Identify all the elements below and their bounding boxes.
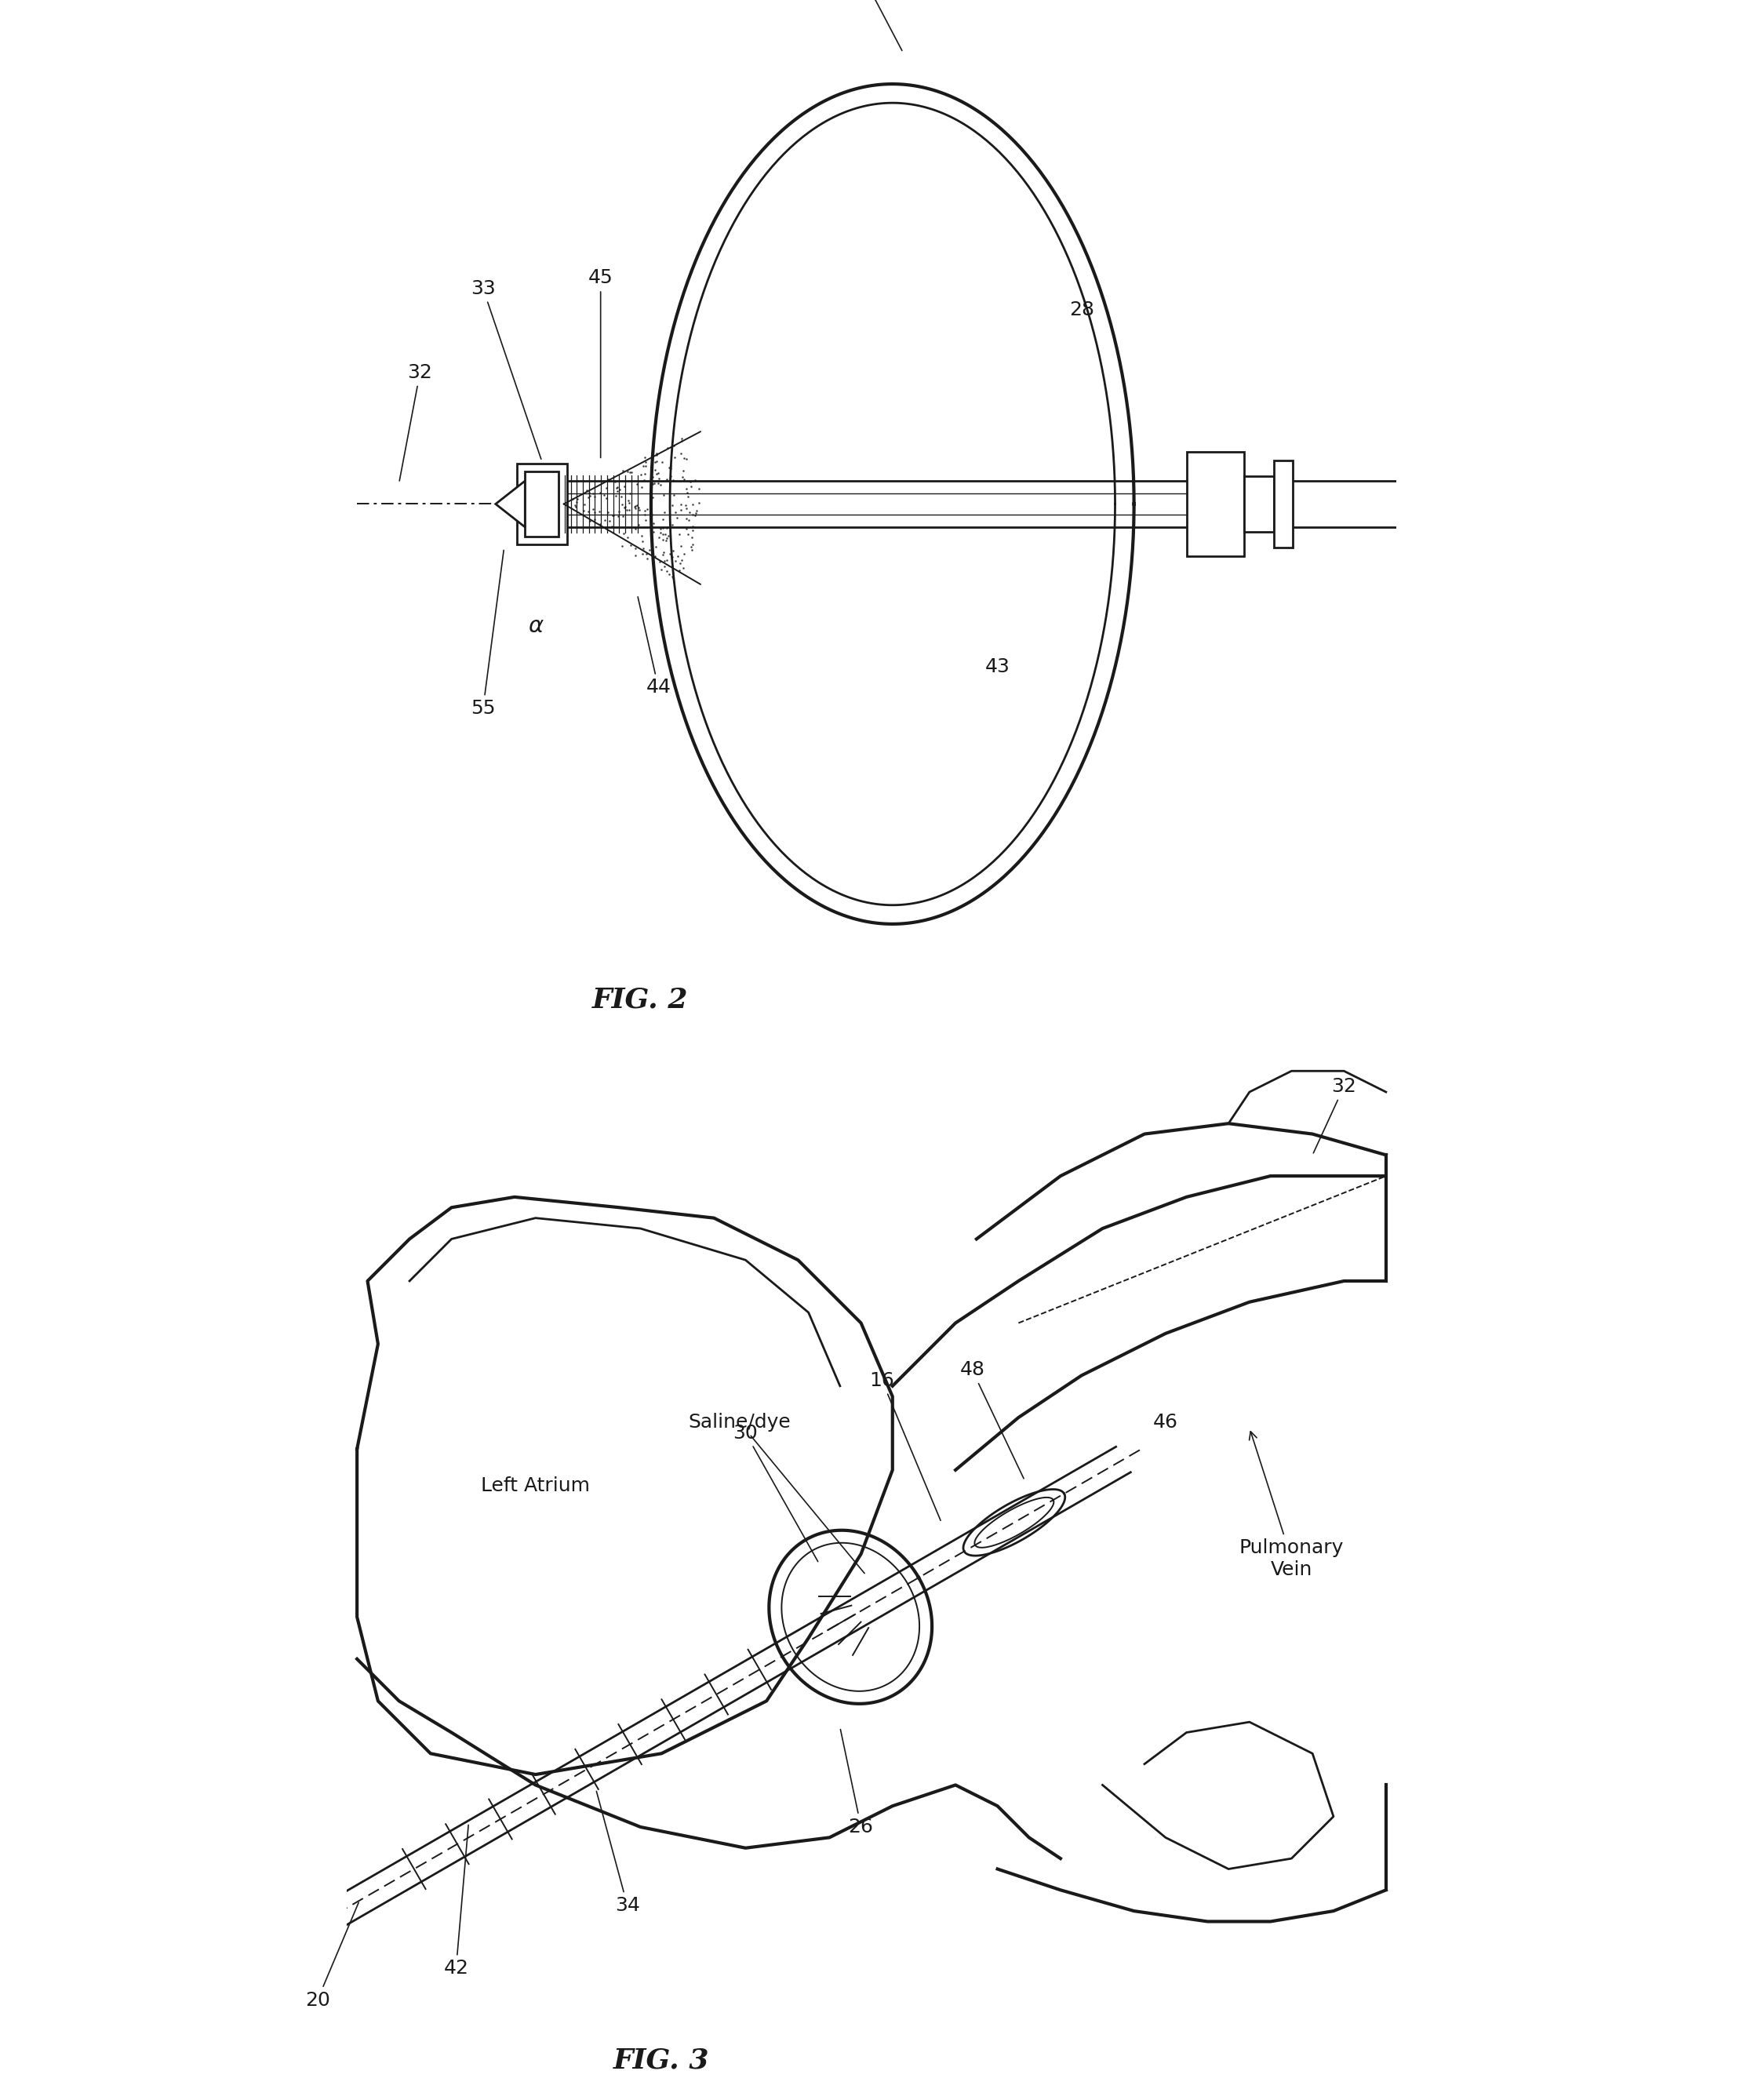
Text: Pulmonary
Vein: Pulmonary Vein: [1239, 1432, 1344, 1579]
Text: 34: 34: [596, 1791, 640, 1915]
Text: 20: 20: [305, 1903, 359, 2010]
Text: 45: 45: [587, 269, 614, 458]
Text: 48: 48: [960, 1361, 1023, 1478]
Text: α: α: [528, 615, 544, 636]
Text: 42: 42: [443, 1825, 469, 1978]
Text: 32: 32: [1314, 1077, 1356, 1153]
Text: 26: 26: [840, 1730, 873, 1835]
Text: 46: 46: [1152, 1413, 1178, 1432]
Text: Saline/dye: Saline/dye: [688, 1413, 865, 1573]
Text: 28: 28: [1068, 300, 1095, 319]
FancyBboxPatch shape: [525, 472, 558, 536]
FancyBboxPatch shape: [1245, 477, 1274, 531]
Text: 44: 44: [638, 596, 671, 697]
FancyBboxPatch shape: [1187, 451, 1245, 556]
Text: 26: 26: [838, 0, 901, 50]
Text: 16: 16: [870, 1371, 941, 1520]
Text: 30: 30: [734, 1424, 817, 1562]
Text: Left Atrium: Left Atrium: [481, 1476, 591, 1495]
Text: 55: 55: [471, 550, 504, 718]
Text: FIG. 2: FIG. 2: [593, 987, 688, 1014]
Text: 33: 33: [471, 279, 540, 460]
FancyBboxPatch shape: [516, 464, 566, 544]
Text: FIG. 3: FIG. 3: [614, 2047, 709, 2075]
FancyBboxPatch shape: [1274, 460, 1293, 548]
Text: 32: 32: [399, 363, 432, 481]
Text: 43: 43: [985, 657, 1009, 676]
Polygon shape: [495, 481, 525, 527]
